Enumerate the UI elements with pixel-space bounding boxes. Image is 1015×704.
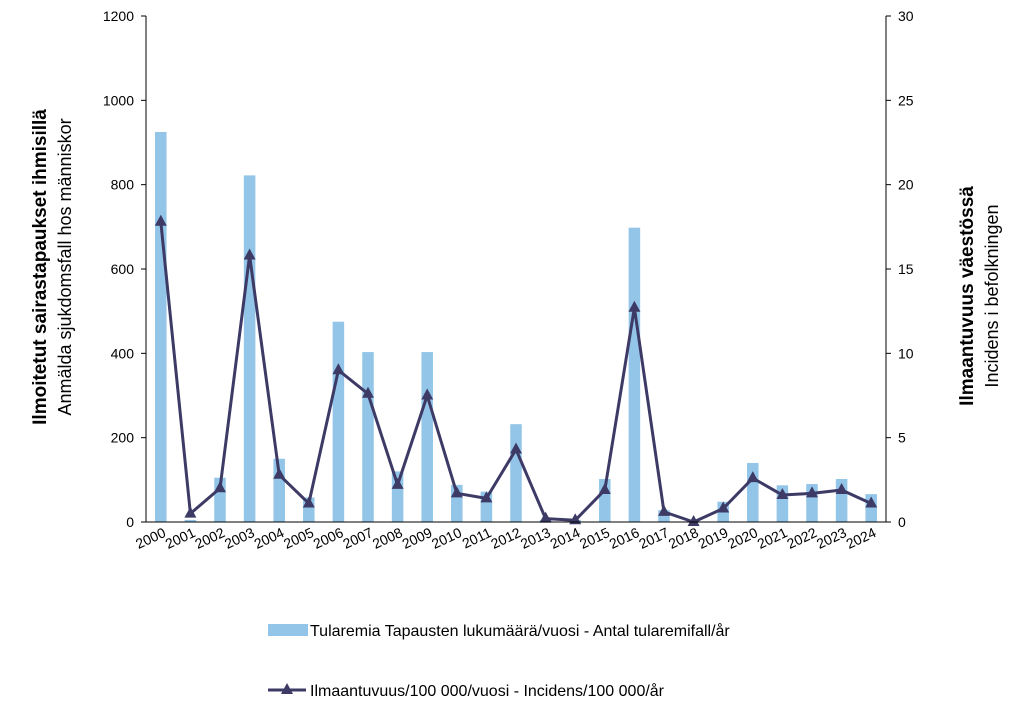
marker-2013	[539, 511, 552, 523]
marker-2021	[776, 488, 789, 500]
marker-2020	[746, 471, 759, 483]
right-tick-label-15: 15	[898, 261, 914, 277]
marker-2022	[806, 486, 818, 498]
right-tick-label-25: 25	[898, 92, 914, 108]
x-tick-label-2010: 2010	[429, 524, 464, 552]
legend: Tularemia Tapausten lukumäärä/vuosi - An…	[268, 622, 730, 700]
marker-2002	[214, 481, 226, 493]
left-tick-label-0: 0	[126, 514, 134, 530]
marker-2005	[302, 496, 315, 508]
bar-2016	[628, 227, 641, 522]
bar-2024	[865, 494, 877, 522]
left-axis-title-bold: Ilmoitetut sairastapaukset ihmisillä	[30, 109, 51, 425]
bar-2017	[658, 510, 670, 522]
right-axis-ticks: 0 5 10 15 20 25 30	[886, 8, 914, 530]
x-axis-tick-labels: 2000200120022003200420052006200720082009…	[133, 524, 879, 552]
marker-2023	[835, 482, 848, 494]
bar-series	[155, 131, 877, 522]
right-tick-label-30: 30	[898, 8, 914, 24]
marker-2000	[154, 214, 167, 226]
bar-2009	[421, 352, 433, 522]
bar-2022	[806, 484, 818, 522]
legend-line-marker	[281, 683, 293, 694]
legend-bar-swatch	[268, 624, 308, 636]
bar-2008	[391, 471, 404, 522]
marker-2017	[658, 504, 670, 516]
marker-2024	[865, 496, 878, 508]
bar-2020	[747, 462, 759, 522]
marker-2008	[391, 477, 404, 489]
bar-2005	[303, 497, 315, 522]
right-tick-label-10: 10	[898, 345, 914, 361]
bar-2023	[835, 478, 848, 522]
x-tick-label-2024: 2024	[843, 524, 878, 552]
bar-2012	[510, 424, 522, 522]
left-tick-label-200: 200	[111, 430, 135, 446]
marker-2006	[332, 363, 345, 375]
bar-2001	[184, 519, 197, 522]
marker-2018	[687, 515, 700, 526]
bar-2015	[599, 478, 611, 522]
bar-2007	[362, 352, 374, 522]
bar-2010	[451, 484, 463, 522]
legend-line-label: Ilmaantuvuus/100 000/vuosi - Incidens/10…	[310, 682, 665, 700]
left-axis-title: Anmälda sjukdomsfall hos människor	[55, 118, 75, 415]
left-axis-ticks: 0 200 400 600 800 1000 1200	[103, 8, 146, 530]
left-tick-label-800: 800	[111, 177, 135, 193]
bar-2000	[155, 131, 167, 522]
marker-2019	[717, 501, 730, 513]
right-axis-title-bold: Ilmaantuvuus väestössä	[957, 186, 978, 406]
marker-2003	[243, 248, 256, 260]
right-tick-label-20: 20	[898, 177, 914, 193]
marker-2009	[421, 388, 434, 400]
left-tick-label-1000: 1000	[103, 92, 134, 108]
bar-2021	[776, 485, 789, 522]
right-axis-title: Incidens i befolkningen	[982, 204, 1002, 387]
legend-bar-label: Tularemia Tapausten lukumäärä/vuosi - An…	[310, 622, 730, 640]
marker-2007	[362, 386, 374, 398]
bar-2003	[243, 175, 256, 522]
bar-2006	[332, 321, 345, 522]
bar-2002	[214, 477, 226, 522]
marker-2016	[628, 300, 641, 312]
marker-2010	[450, 486, 463, 498]
left-tick-label-1200: 1200	[103, 8, 134, 24]
bar-2004	[273, 458, 285, 522]
bar-2011	[480, 491, 493, 522]
marker-2015	[598, 482, 611, 494]
marker-2011	[480, 491, 493, 503]
left-tick-label-600: 600	[111, 261, 135, 277]
marker-2004	[273, 467, 286, 479]
marker-2012	[510, 442, 522, 454]
marker-2001	[184, 506, 197, 518]
line-series	[154, 214, 878, 526]
right-tick-label-0: 0	[898, 514, 906, 530]
right-tick-label-5: 5	[898, 430, 906, 446]
left-tick-label-400: 400	[111, 345, 135, 361]
